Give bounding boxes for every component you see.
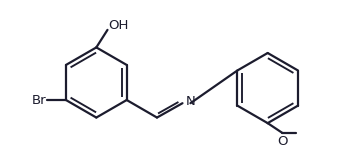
Text: OH: OH — [108, 19, 128, 32]
Text: O: O — [277, 135, 287, 148]
Text: N: N — [186, 95, 195, 108]
Text: Br: Br — [31, 94, 46, 106]
